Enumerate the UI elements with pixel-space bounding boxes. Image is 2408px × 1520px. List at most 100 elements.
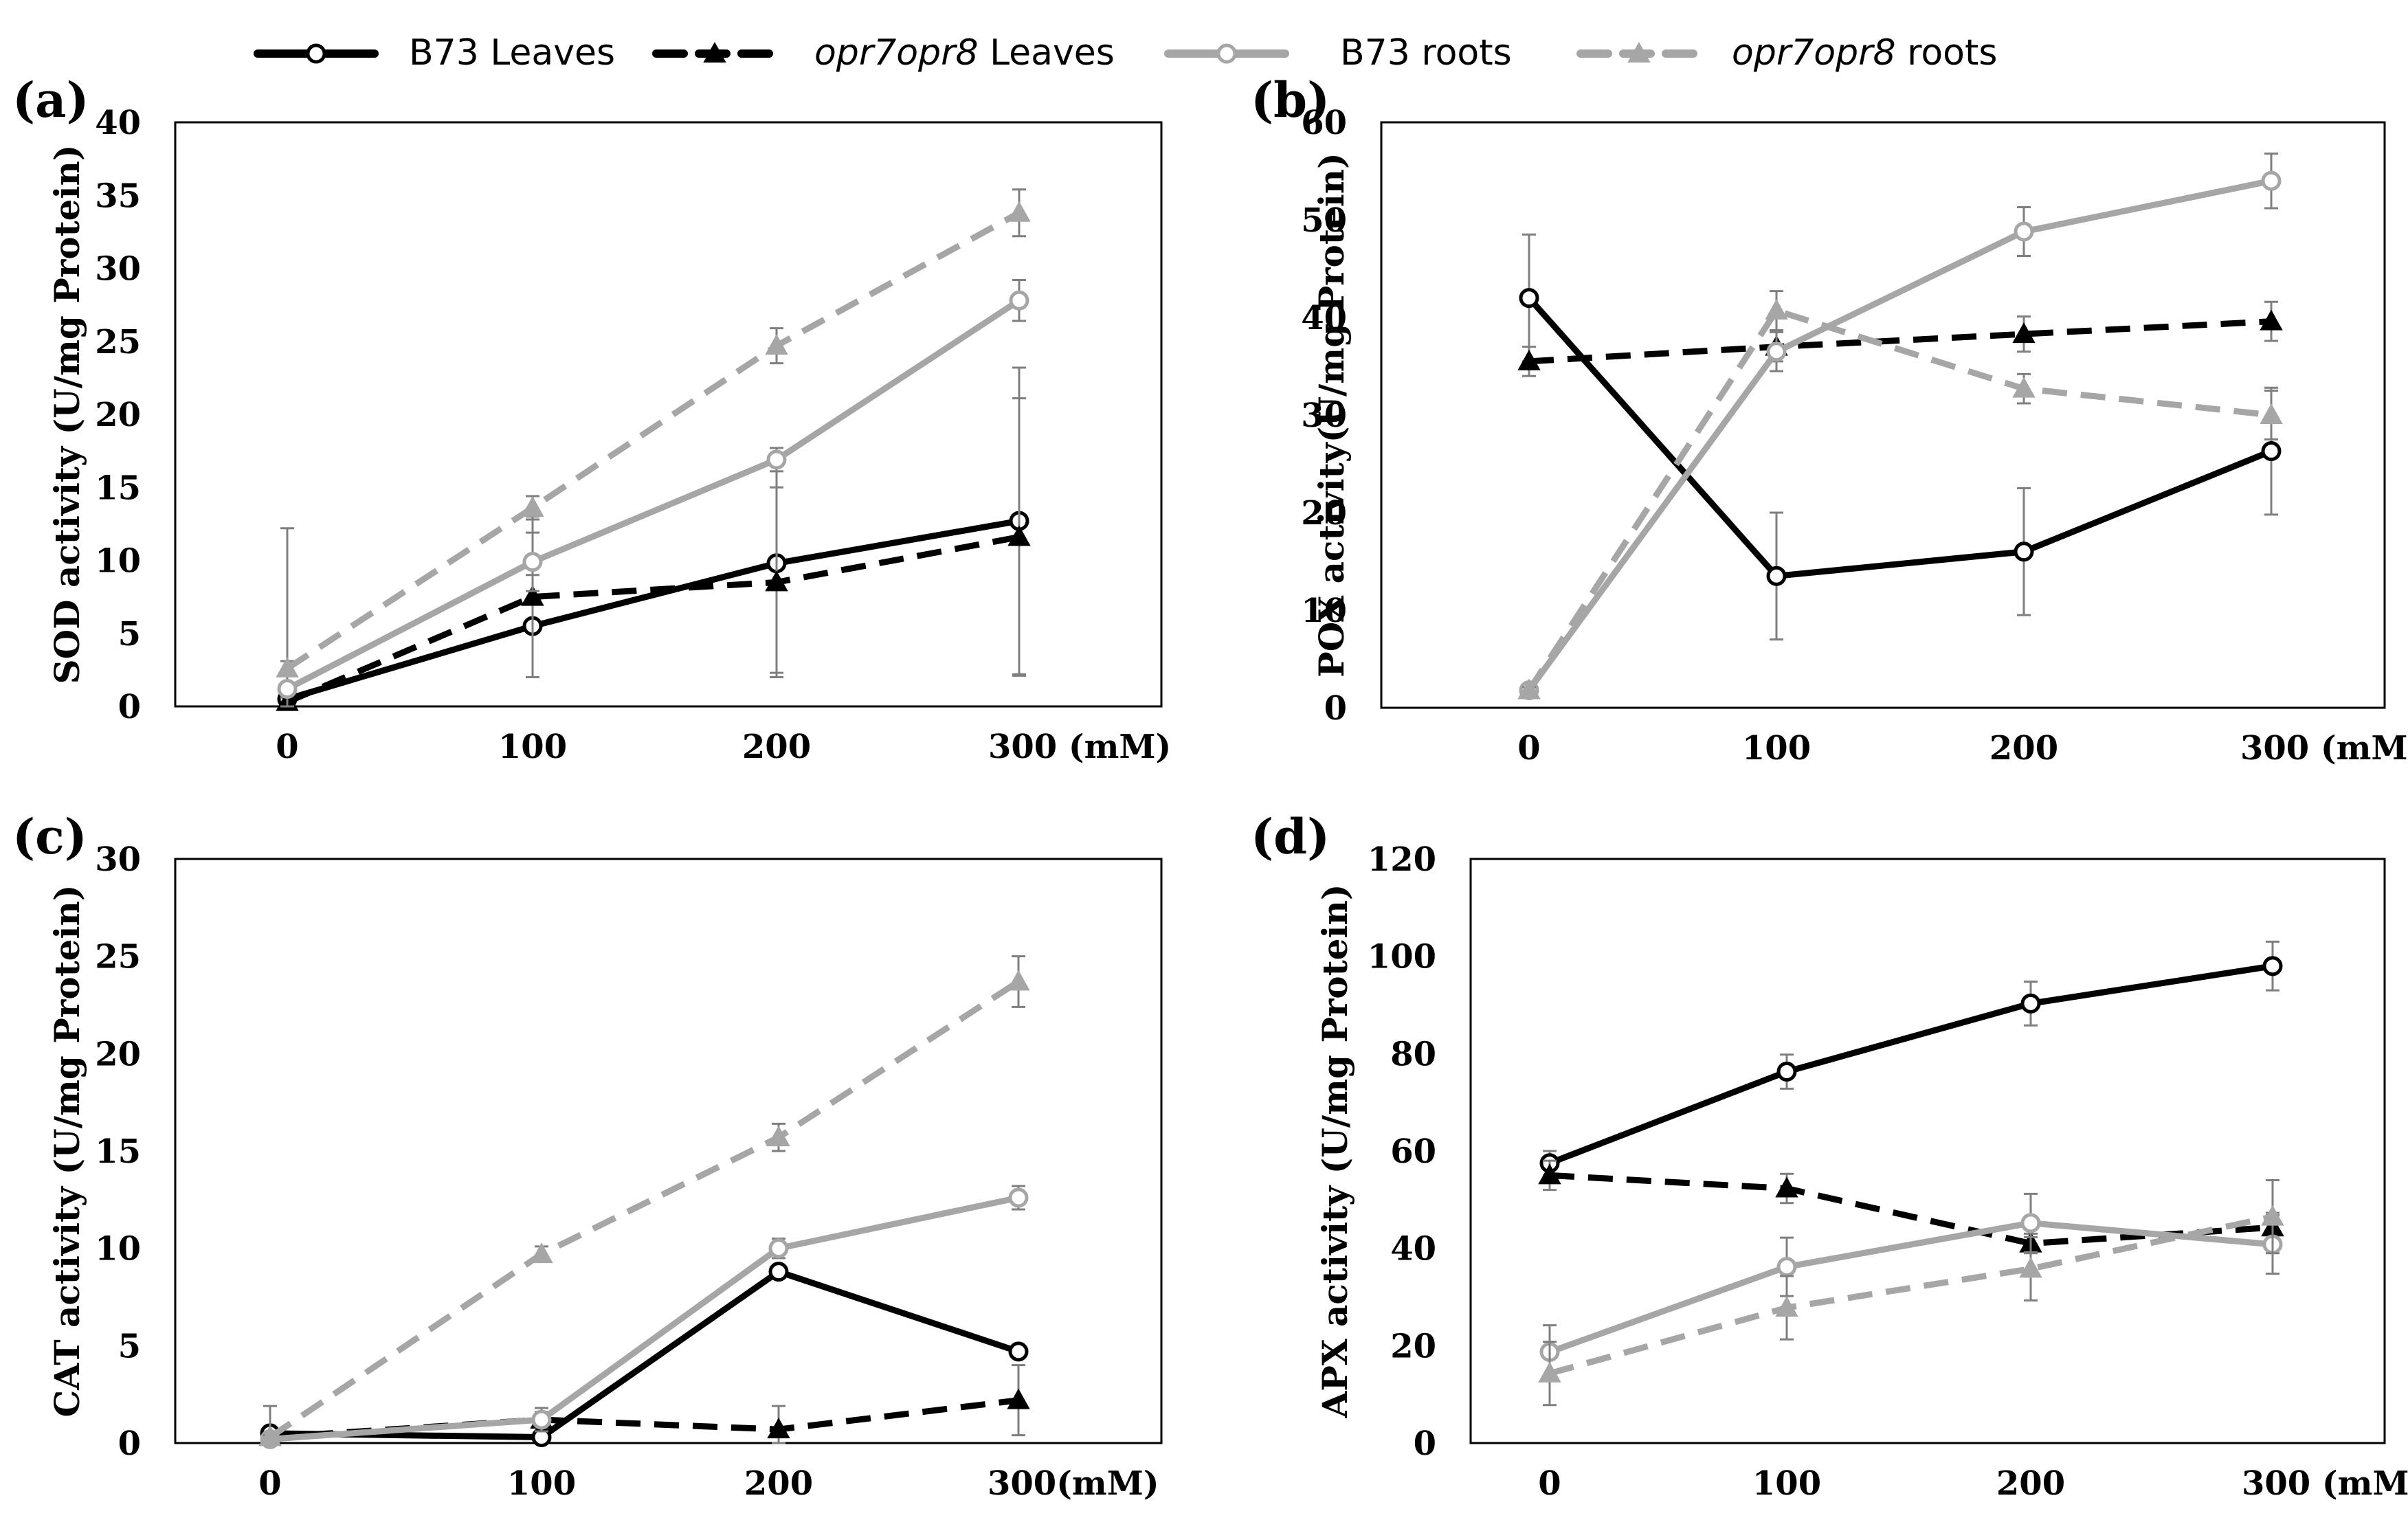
data-point xyxy=(2261,1205,2284,1226)
data-point xyxy=(1766,342,1787,362)
y-tick-label: 40 xyxy=(1390,1230,1436,1268)
data-point xyxy=(2019,1257,2042,1278)
series-line xyxy=(1548,963,2273,1166)
y-tick-label: 0 xyxy=(1414,1424,1436,1463)
series-b73-leaves xyxy=(1539,940,2283,1176)
data-point xyxy=(768,1262,789,1282)
series-opr7opr8-roots xyxy=(1538,1179,2284,1407)
series-b73-roots xyxy=(1519,152,2282,700)
data-point xyxy=(1538,1163,1561,1185)
x-tick-label: 0 xyxy=(1538,1464,1561,1503)
y-tick-label: 25 xyxy=(95,323,141,361)
data-point xyxy=(2014,221,2034,242)
series-line xyxy=(1548,1214,2273,1377)
data-point xyxy=(2260,403,2283,424)
data-point xyxy=(1517,678,1541,700)
data-point xyxy=(768,1238,789,1259)
x-tick-label: 100 xyxy=(498,728,567,766)
legend-label: B73 roots xyxy=(1340,32,1512,74)
data-point xyxy=(2262,956,2283,976)
series-line xyxy=(1526,177,2272,693)
data-point xyxy=(1765,299,1788,320)
x-tick-label: 300(mM) xyxy=(988,1464,1159,1503)
legend-item-b73-roots: B73 roots xyxy=(1164,32,1512,74)
x-tick-label: 100 xyxy=(507,1464,576,1503)
series-line xyxy=(1528,318,2272,365)
panel-label: (c) xyxy=(12,808,87,865)
legend-marker-circle xyxy=(306,43,326,64)
series-b73-roots xyxy=(1539,1192,2283,1380)
series-line xyxy=(269,1194,1019,1442)
data-point xyxy=(258,1425,282,1446)
panel-d: (d) 0 20 40 60 80 100 120 APX activity (U/mg Pro… xyxy=(1251,808,2408,1503)
y-tick-label: 40 xyxy=(95,104,141,142)
y-axis-label: POX activity(U/mg Protein) xyxy=(1311,153,1352,678)
series-opr7opr8-leaves xyxy=(1517,300,2283,377)
legend-label-text: Leaves xyxy=(979,32,1115,74)
series-opr7opr8-roots xyxy=(276,188,1031,678)
data-point xyxy=(765,334,788,355)
y-tick-label: 80 xyxy=(1390,1035,1436,1073)
y-tick-label: 5 xyxy=(118,615,141,653)
y-tick-label: 60 xyxy=(1390,1132,1436,1171)
panel-label: (d) xyxy=(1251,808,1330,865)
data-point xyxy=(1008,1187,1029,1208)
plot-area xyxy=(1469,858,2386,1444)
x-tick-label: 0 xyxy=(1517,729,1540,768)
y-tick-label: 50 xyxy=(1301,201,1347,240)
data-point xyxy=(1007,970,1030,991)
panel-label: (b) xyxy=(1251,71,1330,128)
data-point xyxy=(2261,441,2282,462)
data-point xyxy=(521,585,544,606)
x-tick-label: 100 xyxy=(1752,1464,1821,1503)
y-tick-label: 30 xyxy=(95,840,141,879)
plot-area xyxy=(174,121,1163,708)
panel-b: (b) 0 10 20 30 40 50 60 POX activity(U/mg Protei… xyxy=(1251,71,2408,768)
x-tick-label: 200 xyxy=(744,1464,813,1503)
legend-label-text: B73 Leaves xyxy=(409,32,615,74)
data-point xyxy=(2012,322,2036,344)
series-opr7opr8-roots xyxy=(1517,290,2283,700)
series-line xyxy=(268,979,1021,1440)
data-point xyxy=(1775,1176,1798,1198)
series-line xyxy=(269,1268,1020,1440)
legend: B73 Leaves opr7opr8 Leaves B73 roots opr7op… xyxy=(254,32,1997,74)
legend-item-b73-leaves: B73 Leaves xyxy=(254,32,615,74)
x-tick-label: 200 xyxy=(742,728,811,766)
series-b73-leaves xyxy=(1519,233,2282,641)
data-point xyxy=(2020,1213,2041,1233)
y-tick-label: 20 xyxy=(1390,1327,1436,1365)
legend-marker-circle xyxy=(1216,43,1237,64)
data-point xyxy=(2012,377,2036,398)
legend-label: opr7opr8 Leaves xyxy=(814,32,1115,74)
legend-marker-triangle xyxy=(1627,41,1651,63)
y-tick-label: 15 xyxy=(95,469,141,507)
data-point xyxy=(521,495,544,517)
legend-label: opr7opr8 roots xyxy=(1732,32,1997,74)
data-point xyxy=(1007,1388,1030,1409)
data-point xyxy=(767,1126,790,1147)
series-line xyxy=(286,517,1020,702)
data-point xyxy=(1517,349,1541,370)
plot-area xyxy=(174,858,1163,1444)
series-opr7opr8-leaves xyxy=(276,397,1031,711)
data-point xyxy=(276,656,299,678)
y-tick-label: 120 xyxy=(1368,840,1436,879)
x-tick-label: 300 (mM) xyxy=(2240,729,2408,768)
data-point xyxy=(1776,1062,1797,1082)
y-tick-label: 40 xyxy=(1301,299,1347,337)
y-tick-label: 10 xyxy=(95,1230,141,1268)
data-point xyxy=(2260,309,2283,331)
x-tick-label: 0 xyxy=(276,728,298,766)
legend-label: B73 Leaves xyxy=(409,32,615,74)
legend-marker-triangle xyxy=(703,41,726,63)
legend-label-text: roots xyxy=(1896,32,1998,74)
y-tick-label: 0 xyxy=(1324,689,1347,728)
x-tick-label: 100 xyxy=(1742,729,1811,768)
y-axis-label: CAT activity (U/mg Protein) xyxy=(47,885,87,1418)
y-tick-label: 5 xyxy=(118,1327,141,1365)
x-tick-label: 300 (mM) xyxy=(2242,1464,2408,1503)
data-point xyxy=(1007,525,1031,546)
y-tick-label: 10 xyxy=(95,542,141,581)
